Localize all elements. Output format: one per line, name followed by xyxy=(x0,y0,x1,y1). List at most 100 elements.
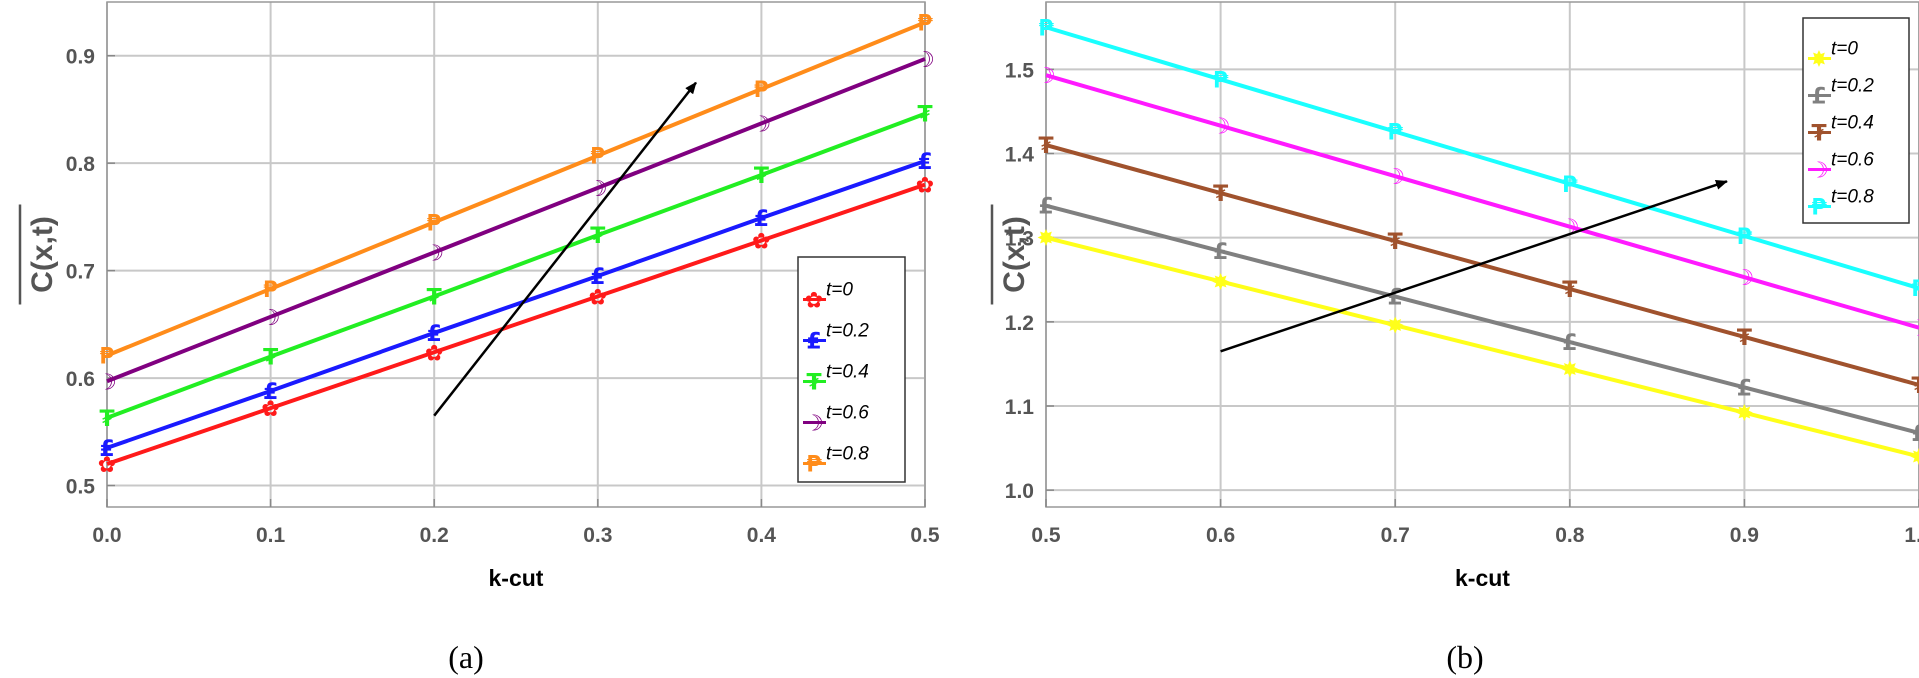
data-point-t=0.8: ₱ xyxy=(1213,68,1229,93)
data-point-t=0.2: £ xyxy=(1038,195,1053,220)
legend-label-t=0.8: t=0.8 xyxy=(826,444,869,465)
legend-label-t=0: t=0 xyxy=(1831,39,1858,60)
legend-box xyxy=(797,256,906,483)
data-point-t=0.2: £ xyxy=(1213,240,1228,265)
x-tick-label: 0.5 xyxy=(1031,524,1061,547)
data-point-t=0.4: ₮ xyxy=(1562,278,1578,303)
series-line-t=0.2 xyxy=(106,159,926,450)
series-line-t=0 xyxy=(106,182,926,466)
data-point-t=0.2: ₤ xyxy=(427,322,442,347)
x-tick-label: 0.5 xyxy=(910,524,940,547)
x-axis-label: k-cut xyxy=(489,565,544,591)
data-point-t=0: ✿ xyxy=(425,341,443,366)
data-point-t=0.8: ₱ xyxy=(427,211,443,236)
y-tick-label: 1.0 xyxy=(1005,480,1034,503)
x-axis-label: k-cut xyxy=(1455,565,1510,591)
data-point-t=0.4: ₮ xyxy=(1388,230,1404,255)
legend-label-t=0.6: t=0.6 xyxy=(826,403,869,424)
data-point-t=0.4: ₮ xyxy=(427,285,443,310)
x-tick-label: 0.0 xyxy=(92,524,121,547)
data-point-t=0.4: ₮ xyxy=(1737,326,1753,351)
trend-arrow xyxy=(433,81,697,417)
series-line-t=0.6 xyxy=(106,57,926,384)
legend-label-t=0.2: t=0.2 xyxy=(826,321,869,342)
y-tick-label: 1.5 xyxy=(1005,59,1035,82)
series-line-t=0.8 xyxy=(106,20,926,358)
series-line-t=0.8 xyxy=(1045,25,1919,291)
x-tick-label: 0.2 xyxy=(420,524,449,547)
panel-a: 0.0 0.1 0.2 0.3 0.4 0.5 0.5 0.6 0.7 0.8 0.9 k-cut C(… xyxy=(18,1,940,675)
y-axis-label-group: C(x,t) xyxy=(990,204,1031,305)
y-tick-label: 0.7 xyxy=(66,261,95,284)
plot-frame xyxy=(106,1,926,508)
data-point-t=0.6: ☽ xyxy=(261,306,281,331)
data-point-t=0.4: ₮ xyxy=(99,407,115,432)
data-point-t=0.6: ☽ xyxy=(1735,266,1755,291)
data-point-t=0.8: ₱ xyxy=(754,78,770,103)
data-point-t=0.8: ₱ xyxy=(99,345,115,370)
series-line-t=0.6 xyxy=(1045,73,1919,330)
y-tick-label: 0.9 xyxy=(66,46,95,69)
data-point-t=0: ✿ xyxy=(98,453,116,478)
data-point-t=0.2: £ xyxy=(1911,422,1919,447)
data-point-t=0.2: £ xyxy=(1562,331,1577,356)
y-tick-label: 0.6 xyxy=(66,368,95,391)
data-point-t=0.4: ₮ xyxy=(263,346,279,371)
data-point-t=0.6: ☽ xyxy=(588,177,608,202)
x-tick-label: 0.9 xyxy=(1730,524,1759,547)
data-point-t=0.2: ₤ xyxy=(917,150,932,175)
data-point-t=0.2: £ xyxy=(1737,376,1752,401)
x-tick-label: 0.6 xyxy=(1206,524,1235,547)
y-tick-label: 1.2 xyxy=(1005,312,1034,335)
data-point-t=0.6: ☽ xyxy=(1909,317,1919,342)
data-point-t=0.6: ☽ xyxy=(752,112,772,137)
legend-label-t=0.6: t=0.6 xyxy=(1831,150,1874,171)
data-point-t=0.4: ₮ xyxy=(1038,134,1054,159)
data-point-t=0.6: ☽ xyxy=(97,370,117,395)
data-point-t=0.6: ☽ xyxy=(1211,115,1231,140)
series-line-t=0.4 xyxy=(106,111,926,420)
y-tick-label: 1.4 xyxy=(1005,144,1035,167)
y-axis-label-group: C(x,t) xyxy=(18,204,59,305)
data-point-t=0: ✸ xyxy=(1735,402,1753,427)
legend-label-t=0.4: t=0.4 xyxy=(1831,113,1874,134)
y-tick-label: 1.1 xyxy=(1005,396,1035,419)
y-axis-label: C(x,t) xyxy=(998,216,1031,293)
y-tick-label: 1.3 xyxy=(1005,228,1034,251)
data-point-t=0.8: ₱ xyxy=(1737,225,1753,250)
data-point-t=0.8: ₱ xyxy=(263,278,279,303)
x-tick-label: 0.1 xyxy=(256,524,286,547)
panel-caption: (a) xyxy=(448,639,484,675)
y-axis-label: C(x,t) xyxy=(26,216,59,293)
data-point-t=0: ✿ xyxy=(589,285,607,310)
data-point-t=0: ✸ xyxy=(1561,358,1579,383)
panel-b: 0.5 0.6 0.7 0.8 0.9 1.0 1.0 1.1 1.2 1.3 1.4 1.5 k-cu… xyxy=(990,1,1919,675)
x-tick-label: 0.3 xyxy=(583,524,612,547)
series-line-t=0.2 xyxy=(1045,203,1919,435)
x-tick-label: 0.7 xyxy=(1381,524,1410,547)
series-line-t=0.4 xyxy=(1045,143,1919,387)
x-tick-label: 1.0 xyxy=(1904,524,1919,547)
panel-caption: (b) xyxy=(1446,639,1483,675)
data-point-t=0.6: ☽ xyxy=(1385,165,1405,190)
data-point-t=0: ✸ xyxy=(1386,314,1404,339)
data-point-t=0.8: ₱ xyxy=(917,11,933,36)
legend-label-t=0: t=0 xyxy=(826,280,853,301)
data-point-t=0.4: ₮ xyxy=(1911,374,1919,399)
data-point-t=0: ✸ xyxy=(1211,270,1229,295)
legend-label-t=0.4: t=0.4 xyxy=(826,362,869,383)
x-tick-label: 0.4 xyxy=(747,524,777,547)
trend-arrow xyxy=(1220,180,1728,353)
legend-label-t=0.2: t=0.2 xyxy=(1831,76,1874,97)
data-point-t=0: ✸ xyxy=(1037,227,1055,252)
plot-frame xyxy=(1045,1,1919,508)
data-point-t=0.8: ₱ xyxy=(1562,173,1578,198)
x-tick-label: 0.8 xyxy=(1555,524,1585,547)
data-point-t=0: ✿ xyxy=(916,174,934,199)
data-point-t=0.6: ☽ xyxy=(915,48,935,73)
y-tick-label: 0.8 xyxy=(66,153,96,176)
data-point-t=0.2: ₤ xyxy=(590,265,605,290)
data-point-t=0.2: ₤ xyxy=(99,437,114,462)
data-point-t=0.4: ₮ xyxy=(917,103,933,128)
